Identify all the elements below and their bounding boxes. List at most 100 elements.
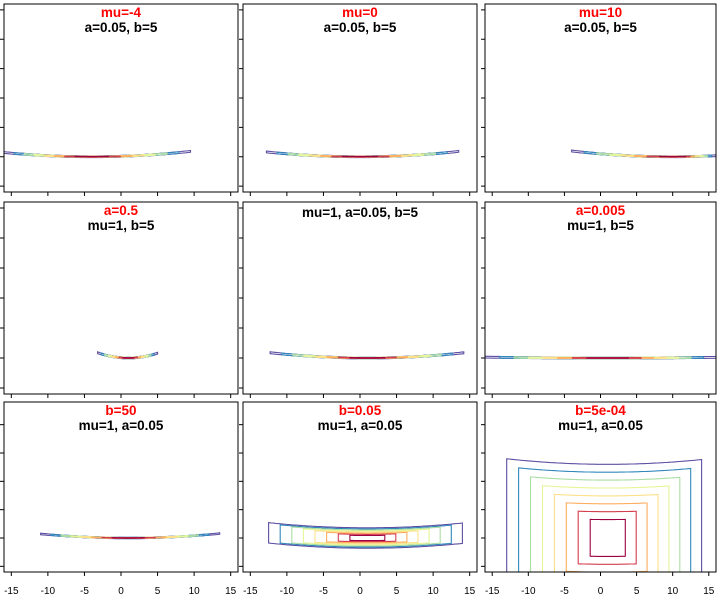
x-tick-label: 15 <box>703 586 715 597</box>
y-tick-label: 250 <box>0 199 1 216</box>
x-tick-label: 10 <box>428 586 440 597</box>
panel-5: mu=1, a=0.05, b=5 <box>239 201 478 398</box>
contour-level-8 <box>74 155 110 158</box>
contour-level-4 <box>302 528 430 546</box>
contour-level-7 <box>337 533 397 543</box>
x-tick-label: -10 <box>280 586 295 597</box>
panel-2: mu=0a=0.05, b=5 <box>239 3 478 196</box>
x-tick-label: -15 <box>4 586 19 597</box>
x-tick-label: 15 <box>464 586 476 597</box>
panel-subtitle: mu=1, a=0.05 <box>558 418 643 433</box>
contour-lines <box>40 532 221 540</box>
x-tick-label: 0 <box>357 586 363 597</box>
contour-lines <box>485 355 716 360</box>
contour-lines <box>571 149 716 159</box>
panel-subtitle: mu=1, a=0.05 <box>318 418 403 433</box>
panel-title: a=0.5 <box>104 203 139 218</box>
y-tick-label: 200 <box>0 229 1 246</box>
panel-subtitle: a=0.05, b=5 <box>85 20 158 35</box>
y-tick-label: -50 <box>0 380 1 395</box>
contour-level-8 <box>122 357 135 359</box>
contour-level-6 <box>326 531 408 544</box>
contour-level-4 <box>541 485 670 572</box>
contour-level-8 <box>349 357 386 359</box>
panel-subtitle: a=0.05, b=5 <box>324 20 397 35</box>
panel-title: mu=0 <box>342 5 378 20</box>
y-tick-label: 200 <box>0 416 1 433</box>
contour-lines <box>268 521 463 549</box>
contour-level-3 <box>529 476 681 572</box>
x-tick-label: 5 <box>394 586 400 597</box>
y-tick-label: 0 <box>0 535 1 541</box>
contour-level-8 <box>111 537 145 539</box>
y-tick-label: 150 <box>0 444 1 461</box>
y-tick-label: 250 <box>0 1 1 18</box>
contour-level-8 <box>342 155 378 158</box>
panel-title: a=0.005 <box>576 203 626 218</box>
contour-lines <box>97 350 159 360</box>
panel-subtitle: mu=1, b=5 <box>567 218 634 233</box>
y-tick-label: 200 <box>0 30 1 47</box>
panel-title: b=50 <box>105 403 136 418</box>
panel-4: -50 0 50 100 150 200 250 a=0.5mu=1, b=5 <box>0 199 239 398</box>
contour-level-2 <box>518 467 692 572</box>
x-tick-label: -10 <box>41 586 56 597</box>
x-tick-label: -15 <box>485 586 500 597</box>
contour-level-5 <box>553 493 659 572</box>
panel-subtitle: mu=1, a=0.05, b=5 <box>302 205 418 220</box>
contour-level-3 <box>291 526 441 547</box>
y-tick-label: 50 <box>0 322 1 334</box>
panel-subtitle: mu=1, b=5 <box>88 218 155 233</box>
panel-subtitle: a=0.05, b=5 <box>564 20 637 35</box>
contour-lines <box>4 149 192 159</box>
y-tick-label: 150 <box>0 60 1 77</box>
x-tick-label: -5 <box>80 586 89 597</box>
x-tick-label: 0 <box>598 586 604 597</box>
x-tick-label: -5 <box>319 586 328 597</box>
y-tick-label: -50 <box>0 178 1 193</box>
panel-title: mu=-4 <box>101 5 142 20</box>
x-tick-label: -15 <box>243 586 258 597</box>
y-tick-label: 150 <box>0 259 1 276</box>
y-tick-label: 100 <box>0 473 1 490</box>
y-tick-label: 50 <box>0 504 1 516</box>
contour-level-7 <box>577 510 637 565</box>
contour-lines <box>269 351 465 360</box>
contour-lines <box>265 149 460 159</box>
contour-level-8 <box>659 155 687 158</box>
contour-level-8 <box>589 518 626 557</box>
panel-subtitle: mu=1, a=0.05 <box>79 418 164 433</box>
y-tick-label: 0 <box>0 355 1 361</box>
x-tick-label: -5 <box>560 586 569 597</box>
panel-title: b=0.05 <box>339 403 382 418</box>
x-tick-label: 5 <box>634 586 640 597</box>
contour-level-2 <box>279 524 452 548</box>
contour-lines <box>506 458 703 572</box>
x-tick-label: 0 <box>118 586 124 597</box>
y-tick-label: 100 <box>0 289 1 306</box>
y-tick-label: 50 <box>0 121 1 133</box>
y-tick-label: 0 <box>0 154 1 160</box>
x-tick-label: 10 <box>189 586 201 597</box>
contour-level-8 <box>349 534 386 542</box>
x-tick-label: -10 <box>521 586 536 597</box>
x-tick-label: 10 <box>667 586 679 597</box>
panel-1: -50 0 50 100 150 200 250 mu=-4a=0.05, b=5 <box>0 1 239 196</box>
panel-title: mu=10 <box>579 5 622 20</box>
contour-level-5 <box>314 530 419 545</box>
contour-level-1 <box>268 521 463 549</box>
x-tick-label: 5 <box>155 586 161 597</box>
y-tick-label: -50 <box>0 559 1 574</box>
x-tick-label: 15 <box>225 586 237 597</box>
contour-level-1 <box>506 458 703 572</box>
contour-level-6 <box>565 502 648 572</box>
y-tick-label: 100 <box>0 89 1 106</box>
plot-frame <box>242 201 478 395</box>
panel-title: b=5e-04 <box>575 403 626 418</box>
panel-3: mu=10a=0.05, b=5 <box>481 3 717 196</box>
